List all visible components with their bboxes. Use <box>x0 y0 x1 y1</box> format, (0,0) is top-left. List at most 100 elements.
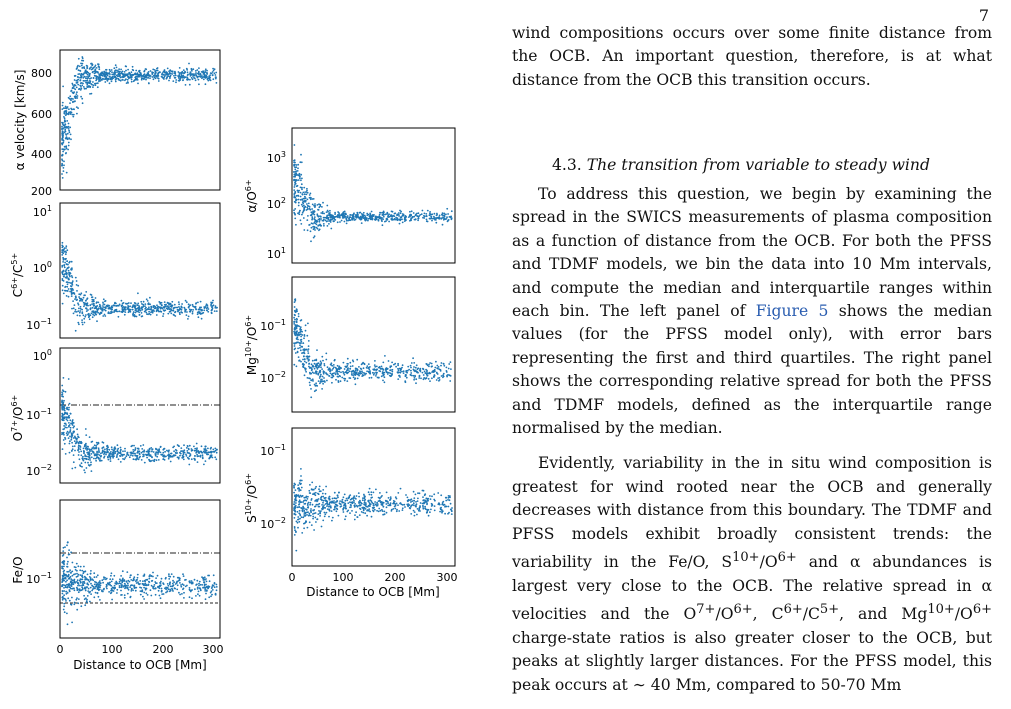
scatter-point <box>299 191 302 194</box>
scatter-point <box>131 306 134 309</box>
scatter-point <box>97 307 100 310</box>
scatter-point <box>433 493 436 496</box>
scatter-point <box>212 450 215 453</box>
scatter-point <box>182 458 185 461</box>
scatter-point <box>78 65 81 68</box>
scatter-point <box>380 365 383 368</box>
scatter-point <box>123 453 125 456</box>
scatter-point <box>176 306 179 309</box>
xlabel-distance: Distance to OCB [Mm] <box>306 585 439 599</box>
scatter-point <box>110 589 112 592</box>
scatter-point <box>190 580 193 582</box>
scatter-point <box>77 435 79 438</box>
scatter-point <box>431 213 434 216</box>
scatter-point <box>135 309 137 312</box>
scatter-point <box>90 463 92 466</box>
scatter-point <box>79 574 82 576</box>
scatter-point <box>68 586 71 589</box>
scatter-point <box>72 115 75 118</box>
scatter-point <box>100 312 102 314</box>
scatter-point <box>187 303 190 306</box>
scatter-point <box>304 195 306 198</box>
scatter-point <box>109 592 112 595</box>
scatter-point <box>313 529 315 531</box>
scatter-point <box>432 217 435 220</box>
scatter-point <box>117 315 120 318</box>
scatter-point <box>94 68 97 71</box>
scatter-point <box>442 363 445 365</box>
scatter-point <box>312 493 314 495</box>
scatter-point <box>93 453 96 455</box>
scatter-point <box>295 531 297 533</box>
scatter-point <box>92 81 94 83</box>
scatter-point <box>333 508 335 511</box>
scatter-point <box>113 449 115 452</box>
scatter-point <box>81 84 84 87</box>
scatter-point <box>71 422 74 424</box>
scatter-point <box>67 141 70 144</box>
scatter-point <box>151 448 154 450</box>
scatter-point <box>63 442 66 445</box>
scatter-point <box>157 459 160 461</box>
scatter-point <box>163 73 165 76</box>
scatter-point <box>61 448 64 450</box>
scatter-point <box>95 70 98 73</box>
scatter-point <box>78 73 81 75</box>
scatter-point <box>88 454 91 457</box>
scatter-point <box>301 199 304 201</box>
scatter-point <box>61 101 64 104</box>
scatter-point <box>346 365 349 367</box>
scatter-point <box>303 496 306 499</box>
scatter-point <box>151 450 153 453</box>
scatter-point <box>178 74 181 77</box>
scatter-point <box>313 390 316 393</box>
scatter-point <box>81 57 84 60</box>
scatter-point <box>368 368 371 371</box>
scatter-point <box>70 260 73 263</box>
scatter-point <box>447 213 449 215</box>
scatter-point <box>363 506 366 509</box>
scatter-point <box>154 75 157 77</box>
scatter-point <box>364 219 367 222</box>
scatter-point <box>190 458 193 461</box>
scatter-point <box>62 439 65 441</box>
scatter-point <box>62 261 64 263</box>
scatter-point <box>307 348 310 350</box>
scatter-point <box>442 376 444 379</box>
scatter-point <box>154 593 157 596</box>
scatter-point <box>401 366 403 369</box>
scatter-point <box>130 579 133 581</box>
scatter-point <box>108 75 111 78</box>
scatter-point <box>417 217 420 220</box>
scatter-point <box>293 184 296 186</box>
scatter-point <box>67 553 70 556</box>
scatter-point <box>116 588 119 591</box>
ytick-10e-1: 10−1 <box>26 571 52 586</box>
scatter-point <box>363 499 366 502</box>
scatter-point <box>355 372 358 375</box>
scatter-point <box>177 301 180 303</box>
scatter-point <box>179 593 182 596</box>
scatter-point <box>162 582 165 584</box>
scatter-point <box>142 595 144 598</box>
scatter-point <box>136 304 139 306</box>
scatter-point <box>85 64 88 67</box>
scatter-point <box>294 333 296 336</box>
scatter-point <box>135 458 138 461</box>
scatter-point <box>96 586 99 588</box>
scatter-point <box>325 220 328 223</box>
scatter-point <box>297 201 300 204</box>
scatter-point <box>204 71 207 74</box>
scatter-point <box>394 507 397 510</box>
scatter-point <box>82 581 84 583</box>
scatter-point <box>85 600 88 603</box>
scatter-point <box>298 213 301 216</box>
scatter-point <box>359 217 361 220</box>
scatter-point <box>115 456 118 458</box>
scatter-point <box>351 502 354 505</box>
scatter-point <box>116 450 119 453</box>
ylabel-mg10-o6: Mg10+/O6+ <box>244 315 259 375</box>
scatter-point <box>189 304 192 306</box>
scatter-point <box>114 78 117 81</box>
scatter-point <box>86 79 89 82</box>
